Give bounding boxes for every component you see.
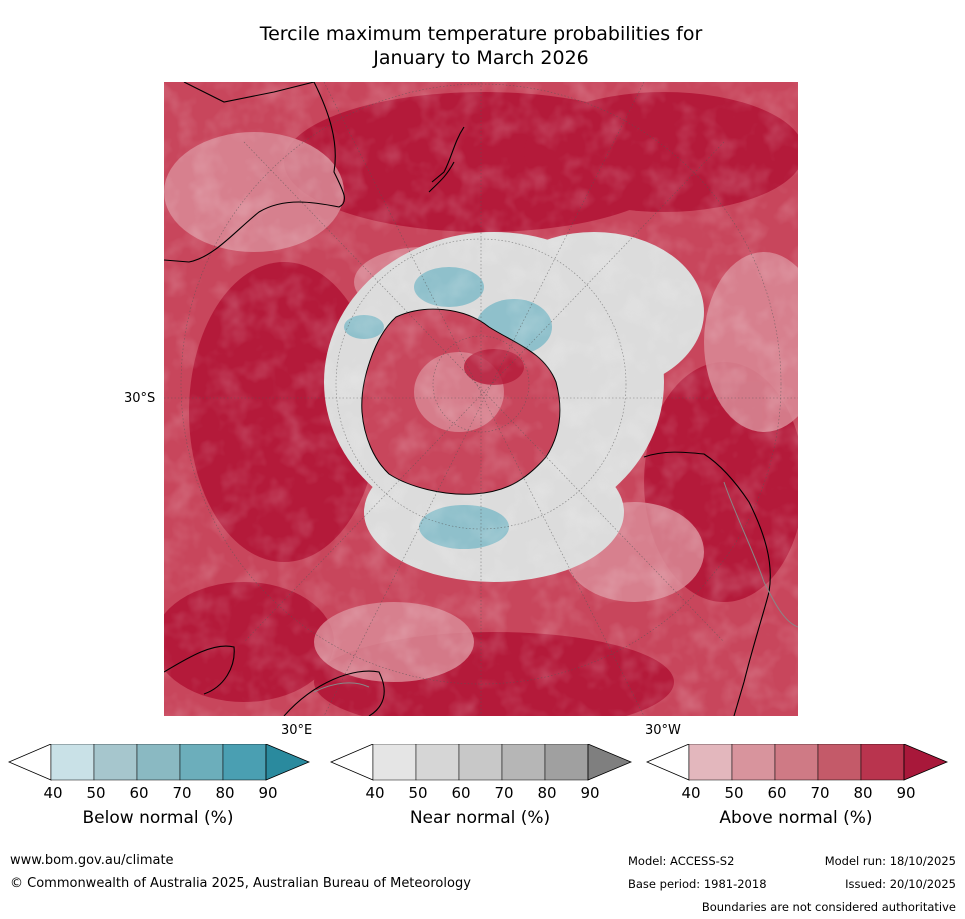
colorbar-swatch-3 <box>458 744 503 781</box>
colorbar-below-label: Below normal (%) <box>82 808 234 828</box>
colorbar-above-tick-70: 70 <box>810 784 830 802</box>
map-title: Tercile maximum temperature probabilitie… <box>164 22 798 70</box>
title-line-2: January to March 2026 <box>373 47 589 69</box>
colorbar-lower-extend <box>646 744 690 781</box>
colorbar-below-normal: 40 50 60 70 80 90 Below normal (%) <box>8 740 310 840</box>
colorbar-near-tick-50: 50 <box>408 784 428 802</box>
colorbar-above-normal: 40 50 60 70 80 90 Above normal (%) <box>646 740 948 840</box>
colorbar-upper-extend <box>587 744 632 781</box>
colorbar-above-label: Above normal (%) <box>719 808 873 828</box>
colorbar-below-tick-60: 60 <box>129 784 149 802</box>
colorbar-above-normal-swatches <box>646 744 948 781</box>
colorbar-swatch-4 <box>179 744 224 781</box>
colorbar-near-tick-40: 40 <box>365 784 385 802</box>
title-line-1: Tercile maximum temperature probabilitie… <box>259 23 703 45</box>
map-canvas <box>164 82 798 716</box>
colorbar-swatch-2 <box>731 744 776 781</box>
colorbar-below-tick-50: 50 <box>86 784 106 802</box>
colorbar-below-normal-swatches <box>8 744 310 781</box>
colorbar-above-tick-80: 80 <box>853 784 873 802</box>
colorbar-near-normal: 40 50 60 70 80 90 Near normal (%) <box>330 740 632 840</box>
model-text: Model: ACCESS-S2 <box>628 854 735 868</box>
colorbar-near-tick-80: 80 <box>537 784 557 802</box>
website-link[interactable]: www.bom.gov.au/climate <box>10 853 174 868</box>
colorbar-swatch-1 <box>688 744 733 781</box>
colorbar-swatch-4 <box>817 744 862 781</box>
colorbar-near-tick-60: 60 <box>451 784 471 802</box>
colorbar-below-tick-40: 40 <box>43 784 63 802</box>
colorbar-below-tick-80: 80 <box>215 784 235 802</box>
colorbar-swatch-4 <box>501 744 546 781</box>
base-period-text: Base period: 1981-2018 <box>628 877 767 891</box>
colorbar-near-label: Near normal (%) <box>409 808 551 828</box>
longitude-label-30e: 30°E <box>281 723 313 738</box>
colorbar-swatch-3 <box>774 744 819 781</box>
africa-coast <box>164 645 385 716</box>
colorbar-below-tick-70: 70 <box>172 784 192 802</box>
colorbar-near-tick-90: 90 <box>580 784 600 802</box>
colorbar-swatch-5 <box>222 744 267 781</box>
disclaimer-text: Boundaries are not considered authoritat… <box>701 900 956 914</box>
colorbar-swatch-5 <box>860 744 905 781</box>
model-run-text: Model run: 18/10/2025 <box>824 854 956 868</box>
colorbar-below-tick-90: 90 <box>258 784 278 802</box>
south-america-coast <box>643 451 771 716</box>
colorbar-swatch-5 <box>544 744 589 781</box>
colorbar-near-normal-swatches <box>330 744 632 781</box>
latitude-label-30s: 30°S <box>124 391 156 406</box>
colorbar-lower-extend <box>330 744 374 781</box>
colorbar-above-tick-40: 40 <box>681 784 701 802</box>
country-borders <box>313 481 798 693</box>
colorbar-near-tick-70: 70 <box>494 784 514 802</box>
probability-map <box>164 82 798 716</box>
new-zealand-coast <box>428 126 465 193</box>
coastlines <box>164 82 771 716</box>
colorbar-above-tick-60: 60 <box>767 784 787 802</box>
longitude-label-30w: 30°W <box>645 723 681 738</box>
colorbar-swatch-1 <box>372 744 417 781</box>
colorbar-above-tick-50: 50 <box>724 784 744 802</box>
copyright-text: © Commonwealth of Australia 2025, Austra… <box>10 876 471 891</box>
graticule <box>164 82 798 716</box>
colorbar-above-tick-90: 90 <box>896 784 916 802</box>
colorbar-lower-extend <box>8 744 52 781</box>
colorbar-swatch-1 <box>50 744 95 781</box>
issued-text: Issued: 20/10/2025 <box>845 877 956 891</box>
colorbar-swatch-2 <box>93 744 138 781</box>
colorbar-upper-extend <box>903 744 948 781</box>
colorbar-swatch-2 <box>415 744 460 781</box>
colorbar-swatch-3 <box>136 744 181 781</box>
colorbar-upper-extend <box>265 744 310 781</box>
australia-coast <box>164 82 345 263</box>
